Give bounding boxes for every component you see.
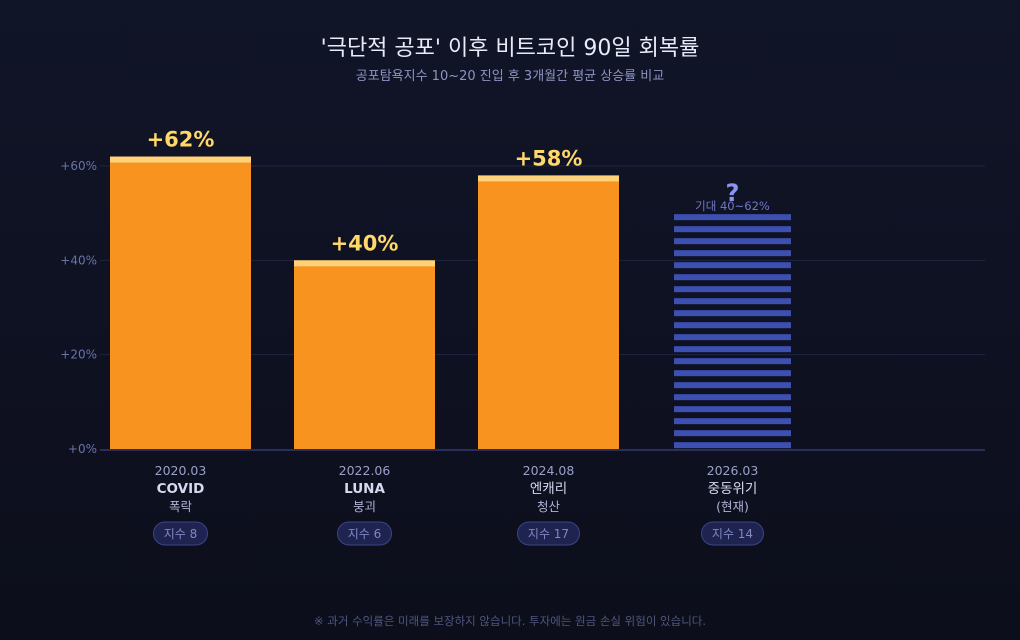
- projected-bar-stripe: [674, 370, 791, 377]
- index-badge: [337, 521, 392, 546]
- index-badge-label: 지수 14: [712, 527, 753, 541]
- projected-bar-stripe: [674, 346, 791, 353]
- x-event-label: 중동위기: [708, 481, 758, 497]
- y-tick-label: +40%: [60, 253, 97, 267]
- x-event-label: LUNA: [344, 481, 385, 497]
- projected-bar-stripe: [674, 382, 791, 389]
- x-date-label: 2026.03: [707, 463, 759, 478]
- projected-bar-stripe: [674, 298, 791, 305]
- projected-bar-stripe: [674, 394, 791, 401]
- x-event-label: COVID: [157, 481, 205, 497]
- value-label: +62%: [147, 128, 215, 152]
- projected-bar-stripe: [674, 358, 791, 365]
- projected-bar-stripe: [674, 226, 791, 233]
- y-tick-label: +60%: [60, 159, 97, 173]
- bar: [110, 156, 251, 450]
- y-tick-label: +0%: [68, 442, 97, 456]
- chart-subtitle: 공포탐욕지수 10~20 진입 후 3개월간 평균 상승률 비교: [355, 69, 665, 84]
- x-event-sublabel: (현재): [716, 499, 749, 514]
- x-event-sublabel: 청산: [537, 499, 561, 514]
- projected-bar-stripe: [674, 274, 791, 281]
- index-badge-label: 지수 8: [164, 527, 198, 541]
- projected-bar-stripe: [674, 310, 791, 317]
- projected-bar-stripe: [674, 418, 791, 425]
- projected-bar-stripe: [674, 430, 791, 437]
- projected-bar-stripe: [674, 286, 791, 293]
- chart-title: '극단적 공포' 이후 비트코인 90일 회복률: [320, 36, 700, 61]
- projected-bar-stripe: [674, 262, 791, 269]
- bar-cap: [478, 175, 619, 182]
- projected-bar-stripe: [674, 322, 791, 329]
- index-badge: [701, 521, 764, 546]
- bar-cap: [294, 260, 435, 267]
- disclaimer: ※ 과거 수익률은 미래를 보장하지 않습니다. 투자에는 원금 손실 위험이 …: [313, 614, 707, 628]
- x-event-sublabel: 붕괴: [353, 499, 376, 514]
- index-badge: [153, 521, 208, 546]
- index-badge-label: 지수 6: [348, 527, 382, 541]
- bar: [294, 260, 435, 449]
- projected-bar-stripe: [674, 214, 791, 221]
- index-badge-label: 지수 17: [528, 527, 569, 541]
- y-tick-label: +20%: [60, 348, 97, 362]
- x-event-label: 엔캐리: [530, 481, 567, 497]
- projected-bar-stripe: [674, 250, 791, 257]
- projected-range-label: 기대 40~62%: [695, 199, 770, 213]
- bar-cap: [110, 156, 251, 163]
- projected-bar-stripe: [674, 442, 791, 449]
- x-event-sublabel: 폭락: [169, 499, 193, 514]
- x-date-label: 2020.03: [155, 463, 207, 478]
- x-date-label: 2022.06: [339, 463, 391, 478]
- projected-bar-stripe: [674, 238, 791, 245]
- value-label: +58%: [515, 146, 583, 170]
- projected-bar-stripe: [674, 406, 791, 413]
- value-label: ?: [726, 179, 740, 207]
- projected-bar-stripe: [674, 334, 791, 341]
- x-date-label: 2024.08: [523, 463, 575, 478]
- value-label: +40%: [331, 231, 399, 255]
- index-badge: [517, 521, 580, 546]
- bar: [478, 175, 619, 449]
